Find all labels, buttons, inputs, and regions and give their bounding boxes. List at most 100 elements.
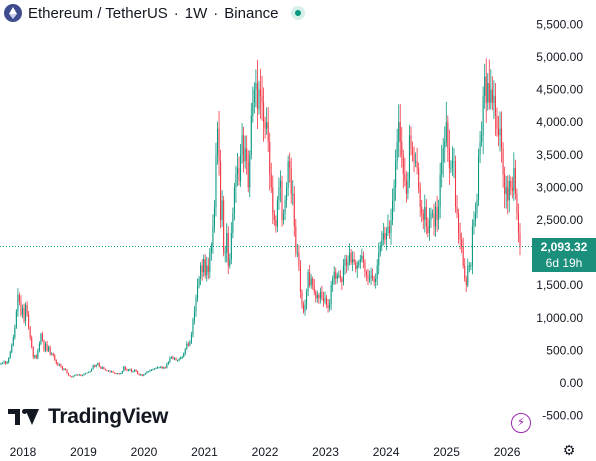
candle bbox=[26, 301, 28, 317]
settings-icon[interactable]: ⚙ bbox=[562, 442, 576, 458]
candle-body bbox=[435, 206, 437, 227]
candle-body bbox=[143, 374, 145, 376]
candle-body bbox=[267, 122, 269, 142]
candle bbox=[353, 251, 355, 265]
candle-body bbox=[164, 367, 166, 369]
candle-body bbox=[18, 294, 20, 302]
x-tick-label: 2025 bbox=[433, 445, 460, 459]
tradingview-logo[interactable]: TradingView bbox=[8, 404, 168, 430]
candle-body bbox=[430, 213, 432, 220]
candle-body bbox=[318, 294, 320, 299]
candle-body bbox=[373, 278, 375, 282]
candle bbox=[289, 152, 291, 183]
candle-body bbox=[333, 272, 335, 279]
price-axis[interactable]: 5,500.00 5,000.00 4,500.00 4,000.00 3,500.00… bbox=[536, 17, 583, 422]
candle-body bbox=[428, 220, 430, 234]
candle-body bbox=[146, 371, 148, 374]
candle bbox=[200, 262, 202, 286]
candle bbox=[8, 357, 10, 364]
x-tick-label: 2021 bbox=[191, 445, 218, 459]
bolt-icon[interactable]: ⚡ bbox=[511, 413, 531, 433]
candle bbox=[384, 226, 386, 245]
candle-body bbox=[15, 311, 17, 328]
candle bbox=[155, 367, 157, 370]
candle bbox=[120, 372, 122, 375]
candle-body bbox=[241, 135, 243, 155]
time-axis[interactable]: 2018 2019 2020 2021 2022 2023 2024 2025 2026 bbox=[10, 445, 521, 459]
candle-body bbox=[177, 360, 179, 362]
last-price-label: 2,093.32 6d 19h bbox=[532, 238, 596, 272]
candle bbox=[507, 175, 509, 215]
candle bbox=[9, 350, 11, 359]
candle-body bbox=[20, 301, 22, 315]
candle bbox=[83, 373, 85, 376]
candle-body bbox=[117, 373, 119, 375]
candle-body bbox=[398, 122, 400, 142]
candle-body bbox=[281, 180, 283, 220]
candle-body bbox=[167, 362, 169, 365]
candle bbox=[445, 101, 447, 147]
candle-body bbox=[413, 154, 415, 162]
candle bbox=[335, 267, 337, 285]
candle-body bbox=[141, 374, 143, 376]
candle bbox=[487, 73, 489, 111]
candle bbox=[448, 129, 450, 185]
candle-body bbox=[111, 371, 113, 373]
candle-body bbox=[481, 135, 483, 142]
candle-body bbox=[252, 102, 254, 116]
candle bbox=[425, 199, 427, 235]
candle-body bbox=[487, 83, 489, 103]
market-status-icon[interactable] bbox=[290, 6, 305, 20]
candle bbox=[473, 211, 475, 235]
candle-body bbox=[462, 246, 464, 266]
candle-body bbox=[350, 252, 352, 263]
candle bbox=[206, 256, 208, 282]
candle-body bbox=[424, 206, 426, 220]
chart-legend-header[interactable]: Ethereum / TetherUS · 1W · Binance bbox=[4, 3, 305, 23]
candle-body bbox=[54, 355, 56, 361]
candle-body bbox=[144, 373, 146, 375]
candle bbox=[416, 147, 418, 175]
candle-body bbox=[384, 233, 386, 240]
candle-body bbox=[309, 272, 311, 286]
candle-body bbox=[392, 200, 394, 220]
candle-body bbox=[408, 135, 410, 181]
candle bbox=[349, 243, 351, 266]
candle bbox=[138, 373, 140, 376]
candle bbox=[35, 354, 37, 360]
candle-body bbox=[307, 272, 309, 292]
candle bbox=[290, 157, 292, 204]
candle-body bbox=[474, 213, 477, 220]
candle bbox=[282, 209, 285, 225]
candle bbox=[1, 362, 4, 365]
candle bbox=[66, 369, 68, 374]
candle bbox=[177, 359, 179, 362]
interval-label[interactable]: 1W bbox=[184, 4, 208, 22]
candle bbox=[121, 370, 123, 374]
candle-body bbox=[336, 275, 338, 279]
candle-body bbox=[240, 154, 242, 181]
candle bbox=[0, 362, 2, 366]
candle-body bbox=[77, 374, 79, 376]
symbol-name[interactable]: Ethereum / TetherUS bbox=[28, 4, 168, 22]
candle-body bbox=[441, 161, 443, 175]
candle bbox=[435, 201, 437, 238]
candle bbox=[127, 368, 129, 372]
candle-body bbox=[407, 180, 409, 194]
candle bbox=[324, 291, 326, 305]
candle-body bbox=[345, 259, 348, 266]
candle bbox=[410, 126, 412, 156]
candle-body bbox=[456, 206, 458, 214]
candle bbox=[318, 293, 320, 304]
candle-body bbox=[206, 265, 208, 276]
candle-body bbox=[49, 347, 51, 354]
candle-body bbox=[404, 174, 406, 181]
candle bbox=[195, 294, 197, 317]
candle bbox=[49, 345, 51, 356]
candle-body bbox=[86, 372, 88, 374]
candle bbox=[6, 360, 8, 365]
candle-body bbox=[479, 141, 481, 155]
candle-body bbox=[499, 128, 501, 136]
candle-body bbox=[448, 148, 450, 168]
